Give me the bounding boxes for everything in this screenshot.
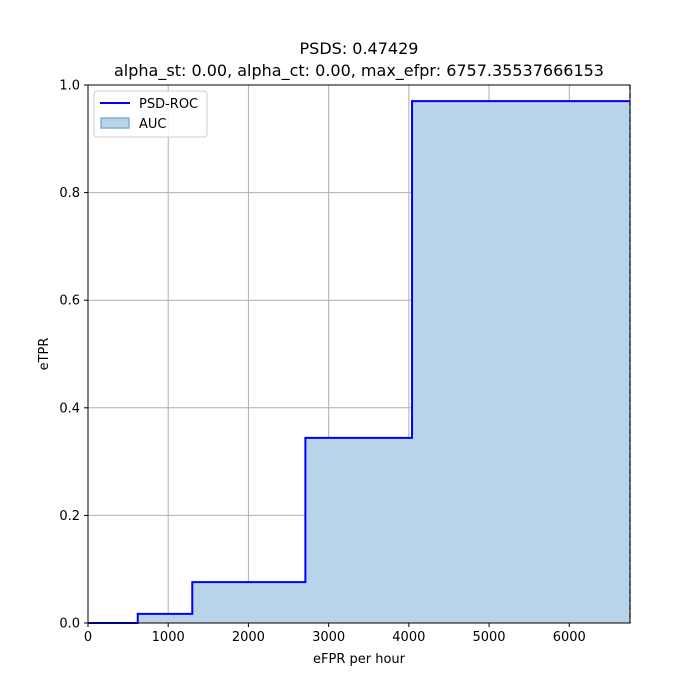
legend: PSD-ROC AUC: [93, 90, 208, 138]
chart-title: PSDS: 0.47429: [300, 39, 419, 58]
plot-area: 0 1000 2000 3000 4000 5000 6000 0.0 0.2 0.4 0.6 0.8…: [59, 79, 631, 645]
y-tick-label-2: 0.4: [59, 401, 80, 416]
axes-frame: [87, 84, 631, 624]
y-tick-label-0: 0.0: [59, 617, 80, 632]
x-tick-label-2: 2000: [232, 630, 265, 645]
x-tick-label-3: 3000: [312, 630, 345, 645]
y-tick-label-4: 0.8: [59, 186, 80, 201]
auc-area: [88, 101, 630, 623]
y-tick-label-3: 0.6: [59, 294, 80, 309]
legend-psd-roc-label: PSD-ROC: [139, 97, 198, 112]
x-tick-label-1: 1000: [152, 630, 185, 645]
x-axis-label: eFPR per hour: [313, 652, 406, 667]
x-tick-label-5: 5000: [472, 630, 505, 645]
legend-auc-label: AUC: [139, 117, 167, 132]
x-tick-label-0: 0: [84, 630, 92, 645]
x-tick-label-4: 4000: [392, 630, 425, 645]
psd-roc-line: [88, 100, 630, 624]
x-tick-label-6: 6000: [553, 630, 586, 645]
legend-auc-swatch: [100, 117, 130, 129]
y-tick-label-1: 0.2: [59, 509, 80, 524]
y-axis-label: eTPR: [37, 338, 52, 371]
chart-subtitle: alpha_st: 0.00, alpha_ct: 0.00, max_efpr…: [114, 61, 604, 81]
y-tick-label-5: 1.0: [59, 79, 80, 94]
